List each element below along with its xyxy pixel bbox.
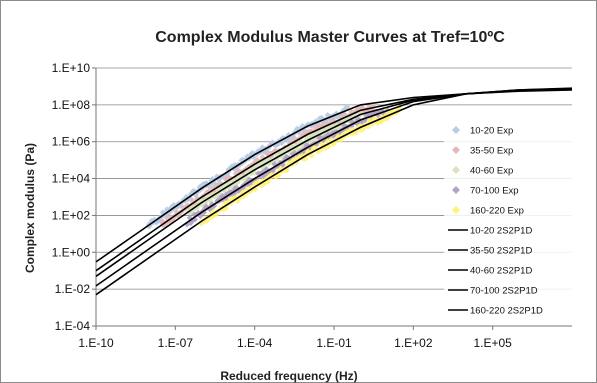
legend-label-model: 10-20 2S2P1D [470, 226, 532, 237]
legend-label-exp: 40-60 Exp [470, 166, 513, 177]
exp-data-point [250, 150, 257, 157]
legend-label-exp: 35-50 Exp [470, 146, 513, 157]
legend-label-exp: 70-100 Exp [470, 186, 519, 197]
legend-marker-exp [452, 146, 460, 154]
x-tick-label: 1.E-04 [237, 336, 273, 350]
legend-label-model: 35-50 2S2P1D [470, 246, 532, 257]
y-tick-label: 1.E+02 [52, 208, 91, 222]
exp-data-point [357, 123, 364, 130]
exp-data-point [308, 152, 315, 159]
legend: 10-20 Exp 35-50 Exp 40-60 Exp 70-100 Exp 160… [444, 118, 572, 317]
x-tick-label: 1.E-01 [316, 336, 352, 350]
model-line [95, 87, 573, 296]
exp-data-point [252, 158, 259, 165]
legend-label-model: 160-220 2S2P1D [470, 306, 543, 317]
x-tick-label: 1.E+02 [394, 336, 433, 350]
y-tick-label: 1.E+00 [52, 245, 91, 259]
legend-marker-exp [452, 206, 460, 214]
x-axis-title: Reduced frequency (Hz) [220, 369, 357, 383]
x-tick-label: 1.E+05 [473, 336, 512, 350]
x-tick-label: 1.E-10 [78, 336, 114, 350]
legend-marker-exp [452, 186, 460, 194]
chart-title: Complex Modulus Master Curves at Tref=10… [155, 29, 505, 46]
legend-label-model: 70-100 2S2P1D [470, 286, 538, 297]
y-axis-title: Complex modulus (Pa) [23, 143, 37, 273]
y-tick-label: 1.E+08 [52, 98, 91, 112]
y-tick-label: 1.E+10 [52, 61, 91, 75]
model-lines [95, 87, 573, 296]
axes: 1.E+10 1.E+08 1.E+06 1.E+04 1.E+02 1.E+00 1.E-… [52, 61, 572, 350]
legend-label-model: 40-60 2S2P1D [470, 266, 532, 277]
y-tick-label: 1.E+04 [52, 172, 91, 186]
legend-marker-exp [452, 126, 460, 134]
legend-marker-exp [452, 166, 460, 174]
legend-label-exp: 10-20 Exp [470, 126, 513, 137]
x-tick-label: 1.E-07 [158, 336, 194, 350]
exp-data-point [299, 122, 306, 129]
legend-label-exp: 160-220 Exp [470, 206, 524, 217]
exp-data-point [252, 176, 259, 183]
y-tick-label: 1.E-02 [55, 282, 91, 296]
y-tick-label: 1.E-04 [55, 319, 91, 333]
exp-data-point [344, 103, 351, 110]
exp-data-point [330, 123, 337, 130]
y-tick-label: 1.E+06 [52, 135, 91, 149]
legend-background [444, 118, 572, 314]
